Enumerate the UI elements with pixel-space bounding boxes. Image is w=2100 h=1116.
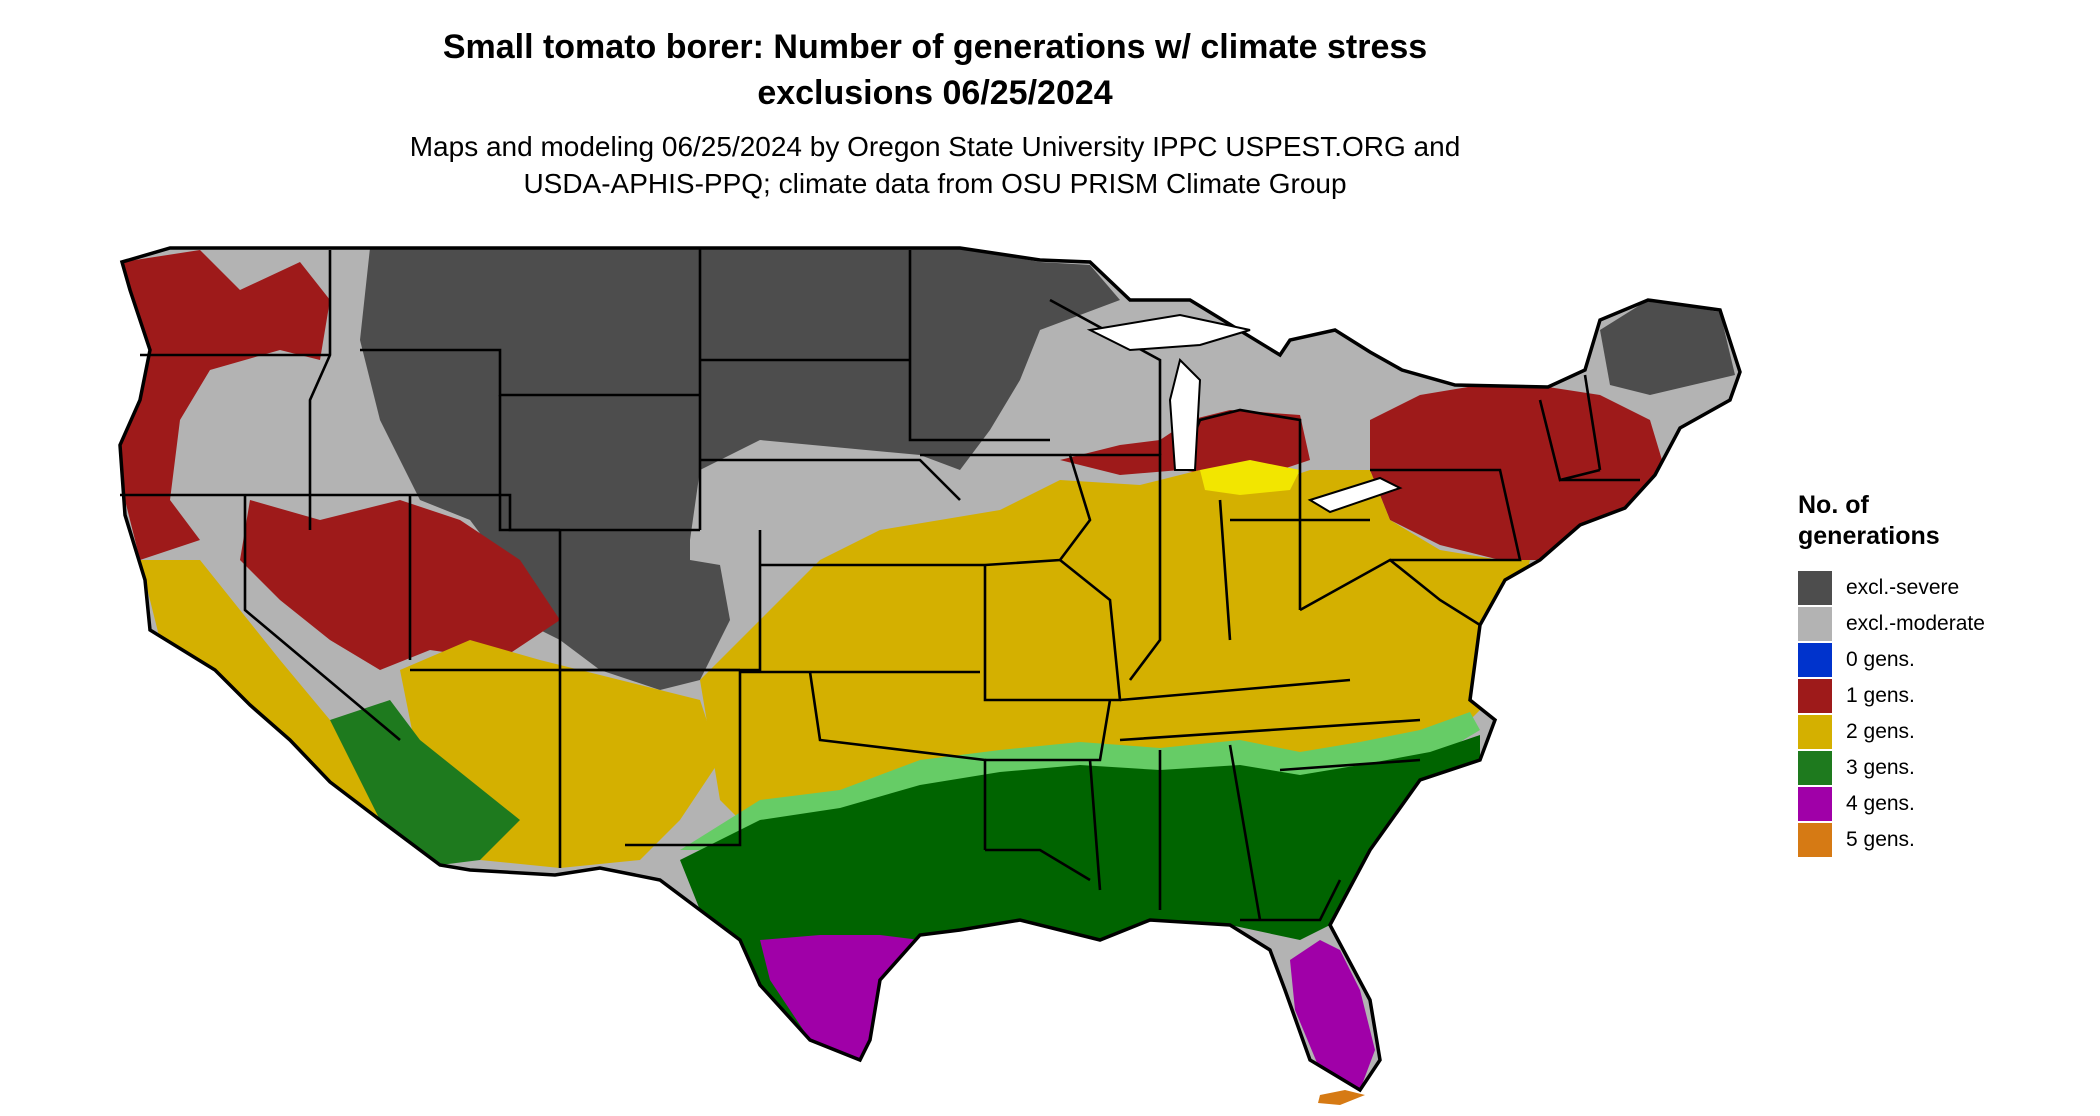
legend-swatch (1798, 823, 1832, 857)
legend-label: excl.-severe (1846, 576, 1960, 599)
zone-4gen-texas (760, 930, 960, 1060)
boundary-ok-tx (808, 671, 987, 850)
legend-label: 3 gens. (1846, 756, 1915, 779)
zone-1gen-northwest (120, 250, 330, 560)
legend-title-line-1: No. of (1798, 491, 1869, 519)
boundary-ia (920, 453, 1092, 567)
legend-swatch (1798, 679, 1832, 713)
boundary-il-in (1070, 453, 1232, 681)
boundary-mn-east (908, 250, 1050, 442)
legend-items: excl.-severe excl.-moderate 0 gens. 1 gens.… (1798, 570, 1985, 858)
legend-item: 0 gens. (1798, 642, 1985, 678)
boundary-nc-sc (1279, 758, 1421, 772)
boundary-sd-ne (700, 458, 961, 501)
legend-item: 3 gens. (1798, 750, 1985, 786)
zone-3gen-arizona (330, 700, 520, 865)
legend-label: 1 gens. (1846, 684, 1915, 707)
boundary-wy (498, 395, 700, 532)
lake-erie (1307, 476, 1403, 514)
map-title-line-1: Small tomato borer: Number of generation… (442, 28, 1428, 66)
us-generations-map (118, 246, 1742, 1105)
boundary-pa (1370, 468, 1522, 562)
zone-2gen-california (140, 560, 400, 820)
legend-title: No. of generations (1798, 490, 1985, 552)
boundary-wv-va (1299, 558, 1481, 627)
zone-5gen-keys (1318, 1090, 1365, 1105)
boundary-ky-tn (1119, 678, 1421, 742)
state-boundaries (120, 248, 1640, 922)
legend-item: 1 gens. (1798, 678, 1985, 714)
legend: No. of generations excl.-severe excl.-mod… (1798, 490, 1985, 858)
legend-item: 2 gens. (1798, 714, 1985, 750)
map-title-line-2: exclusions 06/25/2024 (757, 74, 1113, 112)
boundary-ca-nv (243, 495, 401, 741)
zone-1gen-northeast (1370, 385, 1665, 560)
boundary-mt-south (360, 348, 700, 397)
zone-1gen-basin (240, 500, 560, 670)
legend-swatch (1798, 715, 1832, 749)
legend-swatch (1798, 571, 1832, 605)
boundary-ar-la (985, 699, 1112, 882)
lake-superior (1086, 313, 1251, 352)
zone-excl-severe-maine (1600, 300, 1735, 395)
legend-item: excl.-moderate (1798, 606, 1985, 642)
legend-swatch (1798, 643, 1832, 677)
legend-item: 5 gens. (1798, 822, 1985, 858)
legend-label: 2 gens. (1846, 720, 1915, 743)
zone-excl-severe-north (360, 248, 1120, 690)
map-subtitle-line-2: USDA-APHIS-PPQ; climate data from OSU PR… (523, 168, 1347, 199)
zone-4gen-florida (1290, 940, 1375, 1090)
boundary-ga-fl (1240, 879, 1342, 922)
great-lakes (1086, 313, 1403, 514)
legend-title-line-2: generations (1798, 522, 1940, 550)
boundary-ny-ne (1538, 374, 1640, 482)
boundary-id-west (308, 250, 332, 530)
boundary-nm-tx (625, 670, 742, 847)
map-title: Small tomato borer: Number of generation… (0, 24, 1870, 116)
map-subtitle: Maps and modeling 06/25/2024 by Oregon S… (0, 128, 1870, 202)
legend-item: excl.-severe (1798, 570, 1985, 606)
legend-swatch (1798, 787, 1832, 821)
us-outline (118, 246, 1742, 1093)
legend-item: 4 gens. (1798, 786, 1985, 822)
legend-swatch (1798, 751, 1832, 785)
legend-label: excl.-moderate (1846, 612, 1985, 635)
lake-michigan (1168, 358, 1202, 471)
legend-swatch (1798, 607, 1832, 641)
map-subtitle-line-1: Maps and modeling 06/25/2024 by Oregon S… (409, 131, 1461, 162)
boundary-ms-al (1088, 744, 1262, 921)
boundary-oh (1230, 500, 1370, 610)
legend-label: 4 gens. (1846, 792, 1915, 815)
legend-label: 5 gens. (1846, 828, 1915, 851)
zone-2gen-michigan-south (1200, 460, 1300, 495)
legend-label: 0 gens. (1846, 648, 1915, 671)
boundary-mi-wi (1049, 298, 1162, 455)
